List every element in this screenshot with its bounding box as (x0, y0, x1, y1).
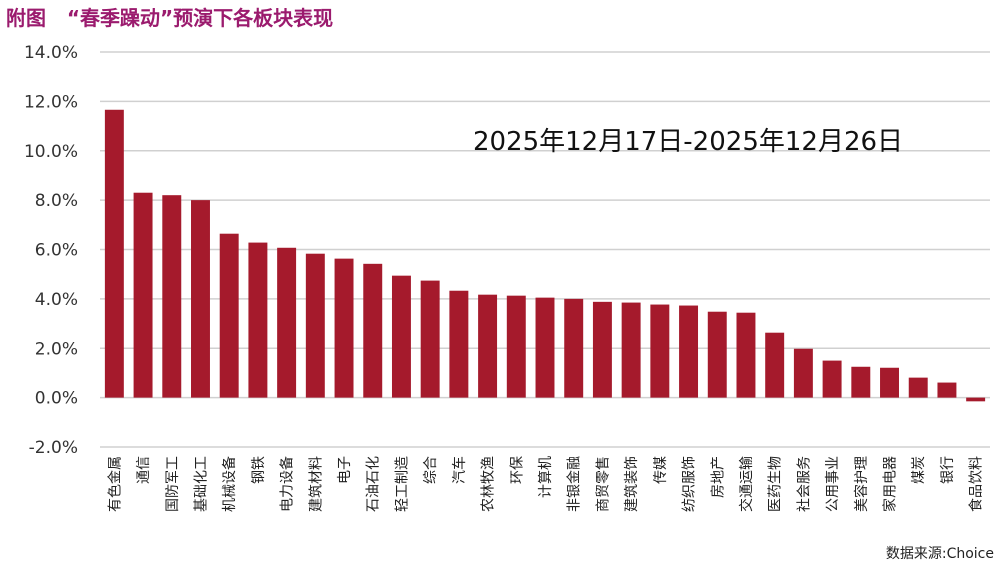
x-tick-label: 综合 (423, 456, 439, 484)
bar (535, 297, 555, 398)
y-tick-label: 4.0% (35, 290, 78, 310)
x-tick-label: 煤炭 (911, 456, 927, 484)
y-tick-label: 6.0% (35, 241, 78, 261)
bar (363, 263, 383, 398)
bar (478, 294, 498, 398)
x-tick-label: 社会服务 (796, 456, 812, 512)
x-tick-label: 家用电器 (882, 456, 899, 512)
bar (592, 301, 612, 398)
x-tick-label: 计算机 (538, 456, 554, 498)
bar (305, 253, 325, 398)
y-tick-label: 12.0% (24, 92, 78, 112)
x-tick-label: 传媒 (653, 456, 669, 484)
x-tick-label: 公用事业 (825, 456, 841, 512)
x-tick-label: 有色金属 (106, 456, 123, 512)
x-tick-label: 电力设备 (279, 456, 296, 512)
x-tick-label: 非银金融 (567, 456, 583, 512)
bar (506, 295, 526, 398)
data-source: 数据来源:Choice (885, 546, 994, 562)
x-tick-label: 美容护理 (853, 456, 870, 512)
x-tick-label: 电子 (337, 456, 353, 484)
x-tick-label: 交通运输 (738, 456, 755, 512)
x-tick-label: 环保 (509, 456, 525, 484)
bar (793, 348, 813, 398)
bar (420, 280, 440, 398)
x-tick-label: 医药生物 (768, 456, 784, 512)
y-tick-label: 0.0% (35, 389, 78, 409)
bar (133, 192, 153, 398)
bar (937, 382, 957, 398)
y-tick-label: 10.0% (24, 142, 78, 162)
y-tick-label: 14.0% (24, 43, 78, 63)
bar (679, 305, 699, 398)
bar (621, 302, 641, 398)
bar (564, 298, 584, 398)
bar (391, 275, 411, 398)
bar (104, 109, 124, 398)
y-tick-label: 2.0% (35, 339, 78, 359)
y-tick-label: 8.0% (35, 191, 78, 211)
chart-title: 附图 “春季躁动”预演下各板块表现 (6, 6, 334, 30)
x-tick-label: 纺织服饰 (682, 456, 698, 512)
bar (822, 360, 842, 398)
x-tick-label: 食品饮料 (968, 456, 985, 512)
bar (650, 304, 670, 398)
bar (966, 397, 986, 402)
bar (851, 366, 871, 398)
x-tick-label: 建筑装饰 (624, 456, 640, 512)
bar (736, 312, 756, 398)
x-tick-label: 基础化工 (192, 456, 209, 512)
bar (191, 200, 210, 398)
bar (765, 332, 785, 398)
bar (248, 242, 268, 398)
bar (162, 195, 182, 398)
x-tick-label: 商贸零售 (595, 456, 611, 512)
bar (908, 377, 928, 398)
bar (449, 290, 469, 398)
x-tick-label: 轻工制造 (394, 456, 410, 512)
bar (219, 233, 239, 398)
bar (334, 258, 354, 398)
x-tick-label: 国防军工 (165, 456, 181, 512)
bar (277, 247, 297, 398)
y-tick-label: -2.0% (29, 438, 78, 458)
x-tick-label: 银行 (940, 456, 956, 484)
x-tick-label: 通信 (136, 456, 152, 484)
x-tick-label: 石油石化 (366, 456, 382, 512)
x-tick-label: 房地产 (710, 456, 726, 498)
x-tick-label: 农林牧渔 (481, 456, 497, 512)
x-tick-label: 汽车 (451, 456, 468, 484)
x-tick-label: 机械设备 (221, 456, 238, 512)
x-tick-label: 钢铁 (251, 456, 267, 484)
bar (707, 311, 727, 398)
x-tick-label: 建筑材料 (308, 456, 324, 512)
date-range-annotation: 2025年12月17日-2025年12月26日 (473, 127, 903, 157)
bar (880, 367, 899, 398)
